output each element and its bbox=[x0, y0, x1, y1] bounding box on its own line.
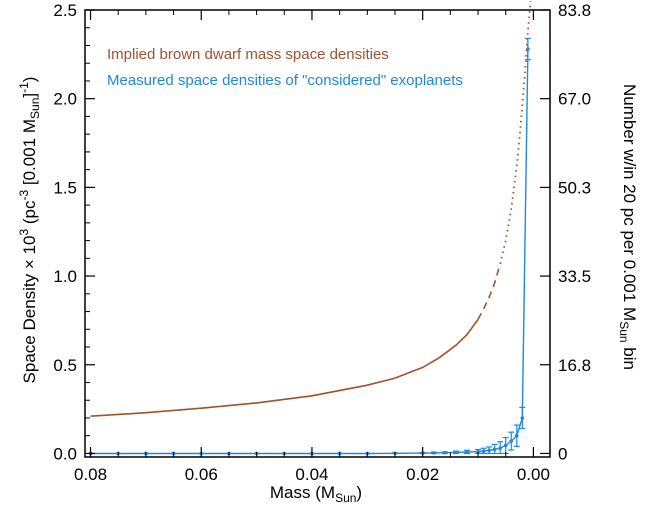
y-left-d-sup: -1 bbox=[17, 82, 31, 93]
y2-tick-label: 33.5 bbox=[558, 267, 591, 286]
exoplanet-point bbox=[454, 450, 458, 455]
y-tick-label: 0.0 bbox=[53, 444, 77, 463]
x-axis-title: Mass (MSun) bbox=[270, 483, 362, 505]
y2-tick-label: 83.8 bbox=[558, 1, 591, 20]
y-tick-label: 2.0 bbox=[53, 90, 77, 109]
y-right-b: bin bbox=[620, 343, 639, 370]
exoplanet-point bbox=[465, 450, 469, 454]
exoplanet-point bbox=[431, 451, 436, 455]
y-axis-title-left: Space Density × 103 (pc-3 [0.001 MSun]-1… bbox=[17, 77, 42, 384]
exoplanet-point bbox=[481, 449, 486, 453]
y-tick-label: 1.0 bbox=[53, 267, 77, 286]
y-left-e: ) bbox=[20, 77, 39, 83]
y-right-a-sub: Sun bbox=[617, 321, 631, 342]
y-left-a-sup: 3 bbox=[17, 229, 31, 236]
exoplanet-point bbox=[514, 433, 519, 438]
y-tick-label: 2.5 bbox=[53, 1, 77, 20]
x-tick-label: 0.06 bbox=[185, 465, 218, 484]
exoplanet-point bbox=[492, 447, 497, 452]
y-left-d: ] bbox=[20, 93, 39, 98]
y-left-c-sub: Sun bbox=[28, 98, 42, 119]
y-axis-title-right: Number w/in 20 pc per 0.001 MSun bin bbox=[617, 84, 639, 370]
y2-tick-label: 50.3 bbox=[558, 178, 591, 197]
x-tick-label: 0.00 bbox=[517, 465, 550, 484]
exoplanet-series-line bbox=[90, 48, 529, 455]
x-axis-title-main: Mass (M bbox=[270, 483, 335, 502]
y-left-b: (pc bbox=[20, 200, 39, 229]
exoplanet-point bbox=[526, 47, 530, 51]
exoplanet-point bbox=[487, 448, 491, 453]
y-tick-label: 0.5 bbox=[53, 356, 77, 375]
y-left-c: [0.001 M bbox=[20, 119, 39, 190]
x-tick-label: 0.02 bbox=[406, 465, 439, 484]
exoplanet-point bbox=[443, 450, 447, 455]
plot-frame bbox=[84, 9, 551, 458]
labels-layer: 0.08 0.06 0.04 0.02 0.00 0.0 0.5 1.0 1.5 2.0 2.5 0 1… bbox=[53, 1, 591, 484]
exoplanet-point bbox=[476, 449, 480, 454]
y-left-b-sup: -3 bbox=[17, 190, 31, 201]
y-right-a: Number w/in 20 pc per 0.001 M bbox=[620, 84, 639, 321]
x-tick-label: 0.04 bbox=[295, 465, 328, 484]
exoplanet-point bbox=[520, 416, 525, 420]
y-left-a: Space Density × 10 bbox=[20, 236, 39, 384]
legend-exoplanets: Measured space densities of "considered"… bbox=[107, 72, 463, 89]
y-tick-label: 1.5 bbox=[53, 178, 77, 197]
curve-layer bbox=[90, 1, 532, 417]
brown-dwarf-curve-dotted bbox=[499, 1, 532, 264]
points-layer bbox=[88, 37, 531, 456]
y2-tick-label: 67.0 bbox=[558, 90, 591, 109]
y2-tick-label: 16.8 bbox=[558, 356, 591, 375]
x-axis-title-close: ) bbox=[356, 483, 362, 502]
ticks-layer bbox=[85, 9, 550, 457]
y2-tick-label: 0 bbox=[558, 444, 567, 463]
x-tick-label: 0.08 bbox=[74, 465, 107, 484]
exoplanet-point bbox=[503, 443, 508, 448]
exoplanet-point bbox=[498, 446, 502, 450]
x-axis-title-sub: Sun bbox=[335, 491, 356, 505]
brown-dwarf-curve-solid bbox=[90, 319, 479, 417]
brown-dwarf-curve-dashed bbox=[477, 263, 501, 320]
legend-brown-dwarf: Implied brown dwarf mass space densities bbox=[107, 46, 389, 63]
exoplanet-point bbox=[509, 439, 514, 443]
